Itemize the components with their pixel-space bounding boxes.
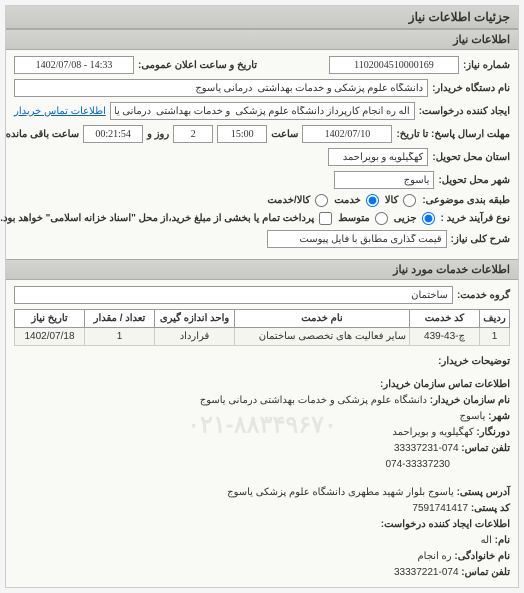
deadline-date-input[interactable] [302,125,392,143]
partial-radio[interactable] [422,212,435,225]
family-label: نام خانوادگی: [454,551,510,562]
address-label: آدرس پستی: [457,487,510,498]
zone-label: دورنگار: [476,427,510,438]
th-code: کد خدمت [410,310,480,328]
need-number-input[interactable] [329,56,459,74]
section-service-info: اطلاعات خدمات مورد نیاز [6,259,518,280]
zone-value: کهگیلویه و بویراحمد [392,427,473,438]
service-label: خدمت [334,195,361,206]
service-group-input[interactable] [14,286,453,304]
th-name: نام خدمت [235,310,410,328]
cell-date: 1402/07/18 [15,328,85,346]
address-value: یاسوج بلوار شهید مطهری دانشگاه علوم پزشک… [227,487,454,498]
payment-checkbox[interactable] [319,212,332,225]
name-value: اله [481,535,492,546]
payment-note: پرداخت تمام یا بخشی از مبلغ خرید،از محل … [0,213,314,224]
goods-label: کالا [385,195,399,206]
announce-date-input[interactable] [14,56,134,74]
buyer-name-input[interactable] [14,79,428,97]
medium-label: متوسط [338,213,369,224]
need-number-label: شماره نیاز: [463,60,510,71]
goods-radio[interactable] [403,194,416,207]
cell-unit: قرارداد [155,328,235,346]
contact-city-value: یاسوج [460,411,486,422]
main-panel: جزئیات اطلاعات نیاز اطلاعات نیاز شماره ن… [5,5,519,588]
phone3-value: 074-33337221 [394,567,459,578]
cell-row: 1 [480,328,510,346]
cell-code: چ-43-439 [410,328,480,346]
contact-link[interactable]: اطلاعات تماس خریدار [14,106,106,117]
days-input[interactable] [173,125,213,143]
requester-info-header: اطلاعات ایجاد کننده درخواست: [381,519,510,530]
service-radio[interactable] [366,194,379,207]
process-type-label: نوع فرآیند خرید : [441,213,510,224]
goods-service-radio[interactable] [315,194,328,207]
announce-date-label: تاریخ و ساعت اعلان عمومی: [138,60,257,71]
service-info-form: گروه خدمت: ردیف کد خدمت نام خدمت واحد ان… [6,280,518,352]
partial-label: جزیی [394,213,417,224]
category-label: طبقه بندی موضوعی: [422,195,510,206]
postal-label: کد پستی: [471,503,510,514]
section-need-info: اطلاعات نیاز [6,29,518,50]
cell-name: سایر فعالیت های تخصصی ساختمان [235,328,410,346]
postal-value: 7591741417 [412,503,468,514]
deadline-time-input[interactable] [217,125,267,143]
org-name-value: دانشگاه علوم پزشکی و خدمات بهداشتی درمان… [200,395,427,406]
phone2-value: 074-33337230 [385,459,450,470]
family-value: ره انجام [417,551,451,562]
time-label-1: ساعت [271,129,298,140]
service-group-label: گروه خدمت: [457,290,510,301]
goods-service-label: کالا/خدمت [267,195,310,206]
phone3-label: تلفن تماس: [461,567,510,578]
need-info-form: شماره نیاز: تاریخ و ساعت اعلان عمومی: نا… [6,50,518,259]
phone-label: تلفن تماس: [461,443,510,454]
phone1-value: 074-33337231 [394,443,459,454]
buyer-name-label: نام دستگاه خریدار: [432,83,510,94]
contact-city-label: شهر: [488,411,510,422]
need-desc-label: شرح کلی نیاز: [451,234,510,245]
remaining-label: ساعت باقی مانده [6,129,79,140]
cell-qty: 1 [85,328,155,346]
city-input[interactable] [334,171,434,189]
services-table: ردیف کد خدمت نام خدمت واحد اندازه گیری ت… [14,309,510,346]
name-label: نام: [495,535,510,546]
deadline-label: مهلت ارسال پاسخ: تا تاریخ: [396,129,510,140]
need-desc-input[interactable] [267,230,447,248]
contact-details: آدرس پستی: یاسوج بلوار شهید مطهری دانشگا… [6,479,518,587]
table-row: 1 چ-43-439 سایر فعالیت های تخصصی ساختمان… [15,328,510,346]
th-date: تاریخ نیاز [15,310,85,328]
city-label: شهر محل تحویل: [438,175,510,186]
requester-input[interactable] [110,102,415,120]
remaining-time-input[interactable] [83,125,143,143]
medium-radio[interactable] [375,212,388,225]
th-unit: واحد اندازه گیری [155,310,235,328]
buyer-desc-area: اطلاعات تماس سازمان خریدار: نام سازمان خ… [6,371,518,479]
province-input[interactable] [328,148,428,166]
requester-label: ایجاد کننده درخواست: [419,106,510,117]
org-name-label: نام سازمان خریدار: [430,395,510,406]
th-qty: تعداد / مقدار [85,310,155,328]
th-row: ردیف [480,310,510,328]
days-label: روز و [147,129,169,140]
contact-info-header: اطلاعات تماس سازمان خریدار: [380,379,510,390]
buyer-desc-header: توضیحات خریدار: [6,352,518,371]
province-label: استان محل تحویل: [432,152,510,163]
page-title: جزئیات اطلاعات نیاز [6,6,518,29]
